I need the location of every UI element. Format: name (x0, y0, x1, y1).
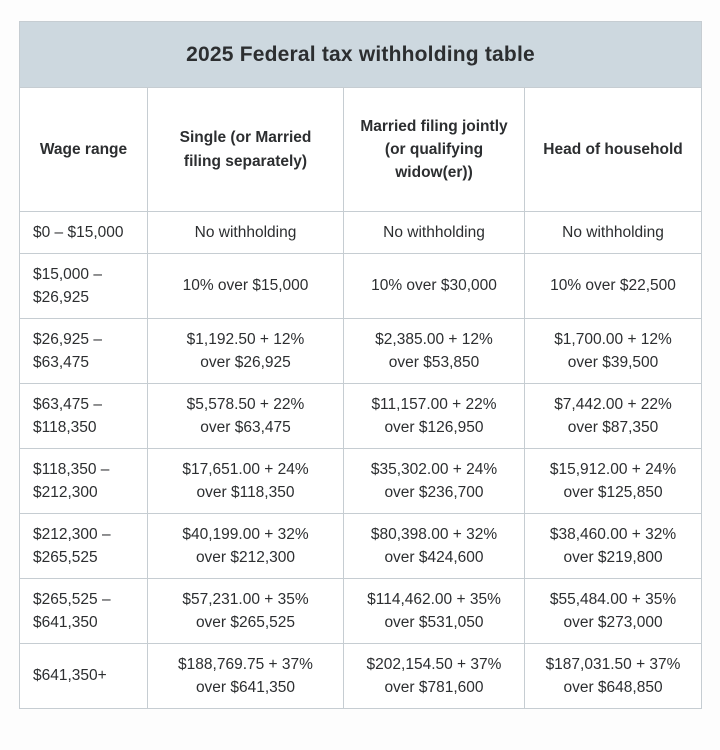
header-single: Single (or Married filing separately) (147, 87, 344, 212)
head-of-household-cell: 10% over $22,500 (523, 253, 703, 319)
head-of-household-cell: No withholding (523, 211, 703, 254)
header-head-of-household: Head of household (523, 87, 703, 212)
table-row: $641,350+ $188,769.75 + 37% over $641,35… (19, 643, 703, 709)
table-row: $118,350 – $212,300 $17,651.00 + 24% ove… (19, 448, 703, 514)
table-row: $63,475 – $118,350 $5,578.50 + 22% over … (19, 383, 703, 449)
married-jointly-cell: $114,462.00 + 35% over $531,050 (343, 578, 525, 644)
table-row: $0 – $15,000 No withholding No withholdi… (19, 211, 703, 254)
single-cell: $17,651.00 + 24% over $118,350 (147, 448, 344, 514)
head-of-household-cell: $38,460.00 + 32% over $219,800 (523, 513, 703, 579)
wage-range-cell: $15,000 – $26,925 (19, 253, 148, 319)
single-cell: $57,231.00 + 35% over $265,525 (147, 578, 344, 644)
wage-range-cell: $0 – $15,000 (19, 211, 148, 254)
wage-range-cell: $265,525 – $641,350 (19, 578, 148, 644)
table-row: $265,525 – $641,350 $57,231.00 + 35% ove… (19, 578, 703, 644)
head-of-household-cell: $1,700.00 + 12% over $39,500 (523, 318, 703, 384)
title-row: 2025 Federal tax withholding table (18, 21, 703, 88)
page-title: 2025 Federal tax withholding table (18, 21, 703, 88)
single-cell: $188,769.75 + 37% over $641,350 (147, 643, 344, 709)
head-of-household-cell: $55,484.00 + 35% over $273,000 (523, 578, 703, 644)
header-wage-range: Wage range (19, 87, 148, 212)
married-jointly-cell: $11,157.00 + 22% over $126,950 (343, 383, 525, 449)
head-of-household-cell: $15,912.00 + 24% over $125,850 (523, 448, 703, 514)
wage-range-cell: $63,475 – $118,350 (19, 383, 148, 449)
wage-range-cell: $212,300 – $265,525 (19, 513, 148, 579)
single-cell: $5,578.50 + 22% over $63,475 (147, 383, 344, 449)
married-jointly-cell: 10% over $30,000 (343, 253, 525, 319)
wage-range-cell: $118,350 – $212,300 (19, 448, 148, 514)
married-jointly-cell: $35,302.00 + 24% over $236,700 (343, 448, 525, 514)
married-jointly-cell: $2,385.00 + 12% over $53,850 (343, 318, 525, 384)
wage-range-cell: $26,925 – $63,475 (19, 318, 148, 384)
single-cell: $40,199.00 + 32% over $212,300 (147, 513, 344, 579)
head-of-household-cell: $7,442.00 + 22% over $87,350 (523, 383, 703, 449)
tax-withholding-table: 2025 Federal tax withholding table Wage … (18, 21, 703, 709)
head-of-household-cell: $187,031.50 + 37% over $648,850 (523, 643, 703, 709)
table-row: $15,000 – $26,925 10% over $15,000 10% o… (19, 253, 703, 319)
single-cell: 10% over $15,000 (147, 253, 344, 319)
wage-range-cell: $641,350+ (19, 643, 148, 709)
header-row: Wage range Single (or Married filing sep… (19, 87, 703, 212)
table-row: $212,300 – $265,525 $40,199.00 + 32% ove… (19, 513, 703, 579)
married-jointly-cell: $202,154.50 + 37% over $781,600 (343, 643, 525, 709)
married-jointly-cell: No withholding (343, 211, 525, 254)
table-row: $26,925 – $63,475 $1,192.50 + 12% over $… (19, 318, 703, 384)
single-cell: No withholding (147, 211, 344, 254)
header-married-jointly: Married filing jointly (or qualifying wi… (343, 87, 525, 212)
married-jointly-cell: $80,398.00 + 32% over $424,600 (343, 513, 525, 579)
single-cell: $1,192.50 + 12% over $26,925 (147, 318, 344, 384)
